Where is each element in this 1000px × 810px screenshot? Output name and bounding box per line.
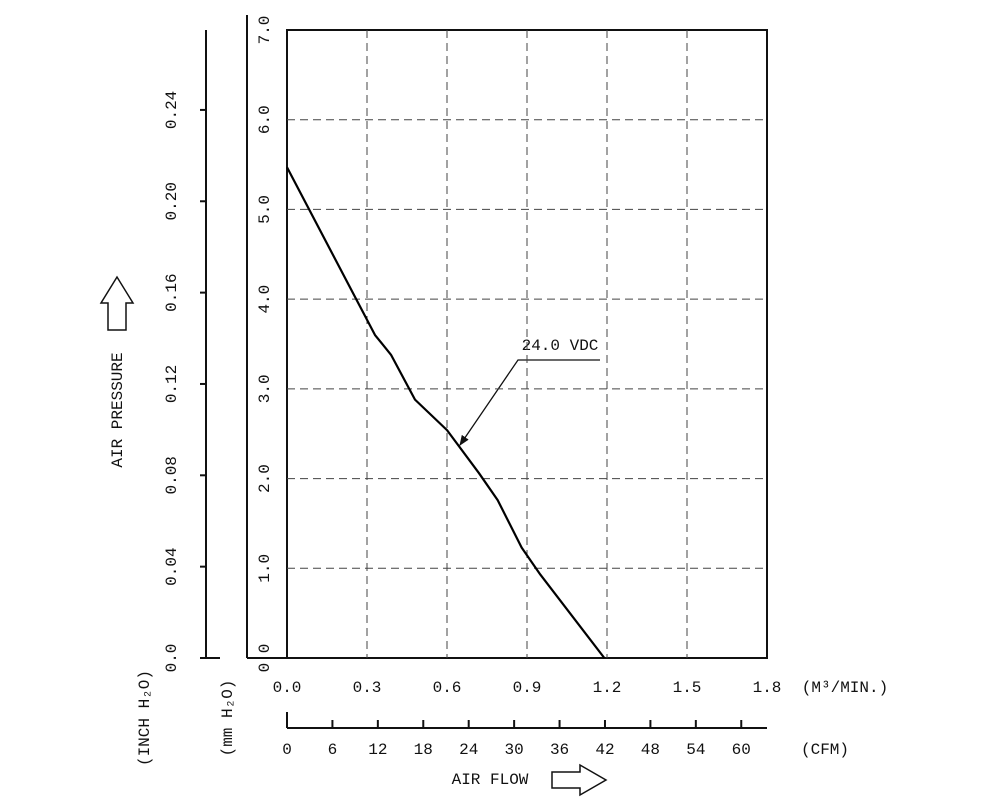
x2-tick-label: 54 [686, 741, 705, 759]
x2-tick-label: 18 [414, 741, 433, 759]
annotation-leader [459, 359, 600, 446]
y-tick-label: 5.0 [256, 195, 274, 224]
y2-tick-label: 0.08 [163, 456, 181, 494]
y2-tick-label: 0.24 [163, 91, 181, 129]
x-tick-label: 1.5 [673, 679, 702, 697]
y2-tick-label: 0.12 [163, 365, 181, 403]
x-unit: (M³/MIN.) [802, 679, 888, 697]
x-tick-label: 0.3 [353, 679, 382, 697]
y2-unit: (INCH H₂O) [136, 670, 154, 766]
x2-tick-label: 48 [641, 741, 660, 759]
y-tick-label: 0.0 [256, 644, 274, 673]
y-axis-title: AIR PRESSURE [109, 352, 127, 467]
y-tick-label: 7.0 [256, 16, 274, 45]
x2-tick-label: 42 [595, 741, 614, 759]
x-tick-label: 1.8 [753, 679, 782, 697]
y-tick-label: 6.0 [256, 105, 274, 134]
x-axis-title: AIR FLOW [452, 771, 529, 789]
data-line [286, 166, 606, 659]
right-arrow [551, 763, 608, 797]
x2-tick-label: 0 [282, 741, 292, 759]
x-tick-label: 0.0 [273, 679, 302, 697]
y2-tick-label: 0.0 [163, 644, 181, 673]
y2-tick-label: 0.04 [163, 547, 181, 585]
series-annotation: 24.0 VDC [522, 337, 599, 355]
y2-tick-label: 0.20 [163, 182, 181, 220]
x2-tick-label: 24 [459, 741, 478, 759]
y-tick-label: 4.0 [256, 285, 274, 314]
x-tick-label: 0.6 [433, 679, 462, 697]
x2-tick-label: 36 [550, 741, 569, 759]
up-arrow [99, 275, 135, 331]
x-tick-label: 1.2 [593, 679, 622, 697]
y2-tick-label: 0.16 [163, 273, 181, 311]
y-unit: (mm H₂O) [219, 680, 237, 757]
x2-tick-label: 6 [328, 741, 338, 759]
y-tick-label: 1.0 [256, 554, 274, 583]
x2-unit: (CFM) [801, 741, 849, 759]
x2-tick-label: 30 [505, 741, 524, 759]
y-tick-label: 2.0 [256, 464, 274, 493]
x2-tick-label: 60 [732, 741, 751, 759]
x2-tick-label: 12 [368, 741, 387, 759]
x-tick-label: 0.9 [513, 679, 542, 697]
y-tick-label: 3.0 [256, 374, 274, 403]
